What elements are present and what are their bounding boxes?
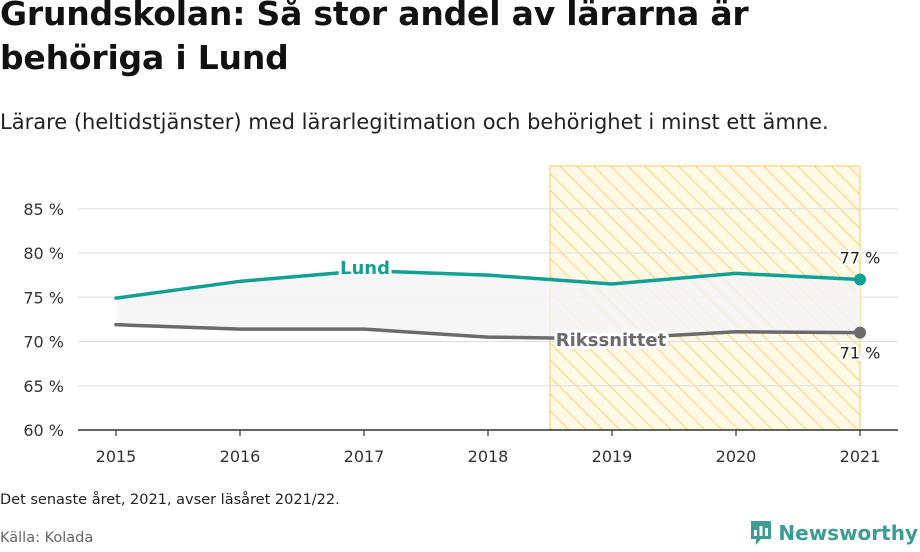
line-chart: 60 % 65 % 70 % 75 % 80 % 85 % 2015 2016 2017 2018… bbox=[23, 165, 898, 466]
source-label: Källa: Kolada bbox=[0, 530, 94, 546]
x-tick-label: 2015 bbox=[96, 447, 137, 466]
series-label-rikssnittet: Rikssnittet bbox=[556, 330, 667, 351]
x-tick-label: 2019 bbox=[592, 447, 633, 466]
footnote: Det senaste året, 2021, avser läsåret 20… bbox=[0, 492, 340, 508]
newsworthy-logo: Newsworthy bbox=[749, 520, 918, 546]
y-tick-label: 65 % bbox=[23, 377, 64, 396]
y-tick-label: 80 % bbox=[23, 244, 64, 263]
x-tick-label: 2020 bbox=[716, 447, 757, 466]
brand-name: Newsworthy bbox=[778, 521, 918, 545]
x-tick-label: 2017 bbox=[344, 447, 385, 466]
chart-title: Grundskolan: Så stor andel av lärarna är… bbox=[0, 0, 749, 77]
end-label-rikssnittet: 71 % bbox=[840, 344, 881, 363]
newsworthy-icon bbox=[751, 521, 772, 545]
series-line-lund bbox=[114, 268, 862, 300]
end-point-rikssnittet bbox=[854, 326, 866, 339]
difference-band bbox=[116, 270, 860, 339]
series-label-lund: Lund bbox=[340, 258, 390, 279]
y-tick-label: 75 % bbox=[23, 288, 64, 307]
chart-subtitle: Lärare (heltidstjänster) med lärarlegiti… bbox=[0, 110, 829, 134]
y-tick-label: 70 % bbox=[23, 333, 64, 352]
end-label-lund: 77 % bbox=[840, 249, 881, 268]
x-tick-label: 2016 bbox=[220, 447, 261, 466]
y-tick-label: 60 % bbox=[23, 421, 64, 440]
series-line-rikssnittet bbox=[114, 322, 862, 341]
y-tick-label: 85 % bbox=[23, 200, 64, 219]
x-tick-label: 2018 bbox=[468, 447, 509, 466]
x-tick-label: 2021 bbox=[840, 447, 881, 466]
end-point-lund bbox=[854, 273, 866, 286]
